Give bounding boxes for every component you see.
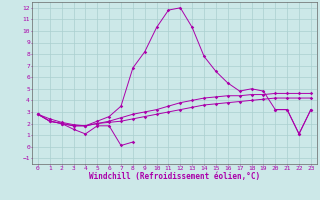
X-axis label: Windchill (Refroidissement éolien,°C): Windchill (Refroidissement éolien,°C)	[89, 172, 260, 181]
